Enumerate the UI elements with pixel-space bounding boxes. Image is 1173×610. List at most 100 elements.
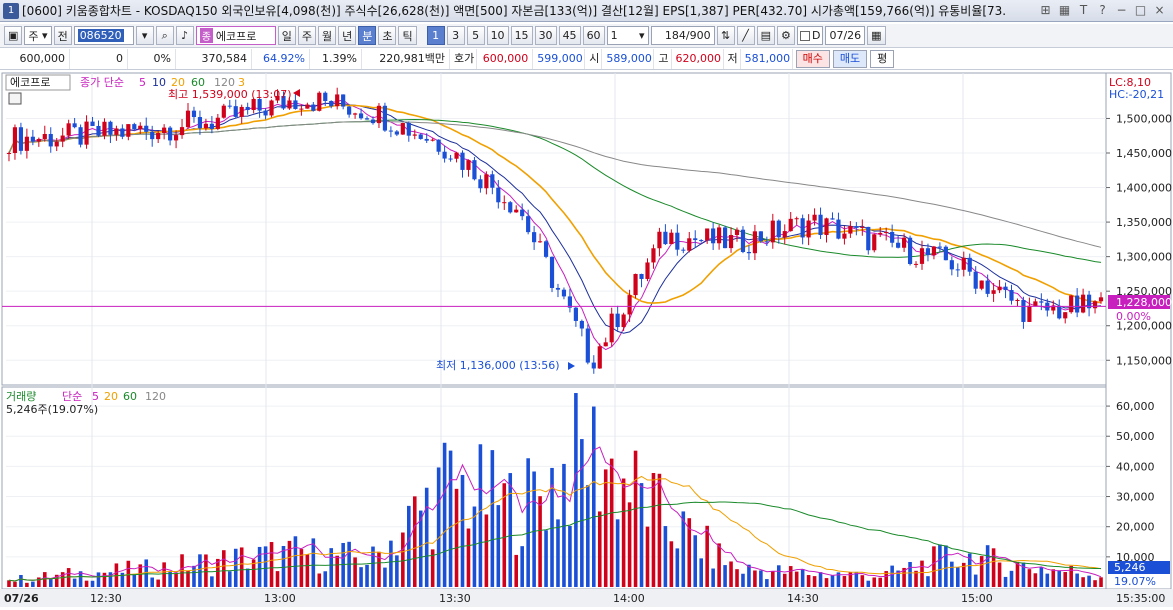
candle-body [239, 106, 244, 117]
font-icon[interactable]: T [1079, 3, 1088, 17]
ask-price: 600,000 [477, 49, 534, 69]
stock-code-input[interactable]: 086520 [73, 26, 134, 45]
zoom-icon[interactable]: ⇅ [716, 26, 735, 45]
sell-button[interactable]: 매도 [832, 50, 868, 68]
candle-body [269, 100, 274, 116]
candle-body [36, 139, 41, 142]
candle-body [693, 238, 698, 241]
link-icon[interactable]: ⊞ [1040, 3, 1051, 17]
candle-body [1039, 301, 1044, 303]
candle-body [537, 241, 543, 243]
chart-area[interactable]: 에코프로 종가 단순 5 10 20 60 120 3 LC:8,10 HC:-… [0, 71, 1173, 607]
volume-bar [305, 554, 310, 587]
candle-body [245, 106, 250, 111]
volume-bar [19, 575, 23, 587]
candle-body [191, 110, 197, 118]
volume-bar [54, 574, 59, 587]
volume-bar [669, 541, 674, 587]
search-icon[interactable]: ⌕ [155, 26, 174, 45]
price-tick-label: 1,450,000 [1116, 147, 1172, 160]
interval-30[interactable]: 30 [534, 26, 557, 45]
settings-square-icon[interactable]: ▣ [4, 26, 23, 45]
candle-body [150, 131, 155, 140]
maximize-icon[interactable]: □ [1134, 3, 1147, 17]
candle-body [275, 96, 280, 101]
candle-body [263, 110, 268, 116]
period-tick[interactable]: 틱 [398, 26, 417, 45]
time-tick-label: 13:00 [264, 592, 296, 605]
help-icon[interactable]: ? [1099, 3, 1106, 17]
candle-body [573, 307, 578, 321]
volume-bar [717, 543, 721, 587]
volume-bar [956, 567, 960, 587]
interval-15[interactable]: 15 [510, 26, 533, 45]
buy-button[interactable]: 매수 [795, 50, 830, 68]
period-week[interactable]: 주 [297, 26, 316, 45]
candle-body [991, 290, 996, 294]
interval-value-select[interactable]: 1 ▾ [606, 26, 649, 45]
chart-canvas[interactable]: 에코프로 종가 단순 5 10 20 60 120 3 LC:8,10 HC:-… [0, 71, 1173, 607]
calendar-icon[interactable]: ▦ [867, 26, 886, 45]
volume-legend-series: 단순 [62, 390, 82, 403]
volume-bar [586, 485, 590, 587]
code-dropdown-icon[interactable]: ▾ [135, 26, 154, 45]
volume-tick-label: 10,000 [1116, 551, 1155, 564]
bar-count-input[interactable]: 184/900 [650, 26, 715, 45]
type-select[interactable]: 주 ▾ [24, 26, 52, 45]
volume-bar [13, 581, 17, 587]
tile-icon[interactable]: ▦ [1058, 3, 1071, 17]
volume-bar [174, 573, 178, 587]
vol-legend-ma5: 5 [92, 390, 99, 403]
draw-line-icon[interactable]: ╱ [736, 26, 755, 45]
price-tick-label: 1,300,000 [1116, 251, 1172, 264]
volume-tick-label: 20,000 [1116, 521, 1155, 534]
period-year[interactable]: 년 [338, 26, 357, 45]
interval-10[interactable]: 10 [486, 26, 509, 45]
window-title-bar: 1 [0600] 키움종합차트 - KOSDAQ150 외국인보유[4,098(… [0, 0, 1173, 22]
avg-button[interactable]: 평 [870, 50, 895, 68]
time-tick-label: 07/26 [4, 592, 39, 605]
high-arrow-icon [293, 89, 300, 97]
date-checkbox[interactable]: D [796, 26, 824, 45]
volume-bar [412, 496, 417, 587]
legend-toggle-icon[interactable] [8, 92, 22, 105]
candle-body [949, 260, 954, 270]
candle-body [341, 94, 346, 107]
volume-bar [418, 510, 423, 587]
speaker-icon[interactable]: ♪ [175, 26, 194, 45]
minimize-icon[interactable]: − [1116, 3, 1127, 17]
prefix-button[interactable]: 전 [53, 26, 72, 45]
period-second[interactable]: 초 [378, 26, 397, 45]
volume-bar [227, 571, 232, 587]
candle-body [490, 174, 495, 188]
period-month[interactable]: 월 [317, 26, 337, 45]
interval-45[interactable]: 45 [558, 26, 581, 45]
volume-bar [663, 526, 668, 587]
interval-3[interactable]: 3 [446, 26, 465, 45]
low-price: 581,000 [741, 49, 793, 69]
interval-60[interactable]: 60 [582, 26, 605, 45]
candle-body [478, 179, 483, 189]
candle-body [329, 100, 334, 107]
volume-bar [932, 546, 936, 587]
date-input[interactable]: 07/26 [825, 26, 866, 45]
volume-bar [233, 548, 238, 587]
market-name[interactable]: 종 에코프로 [195, 26, 276, 45]
volume-bar [335, 555, 339, 587]
volume-bar [287, 540, 292, 587]
interval-5[interactable]: 5 [466, 26, 485, 45]
period-day[interactable]: 일 [277, 26, 296, 45]
price-panel[interactable] [1, 72, 1107, 386]
close-icon[interactable]: × [1154, 3, 1165, 17]
save-icon[interactable]: ▤ [756, 26, 775, 45]
bid-price: 599,000 [533, 49, 586, 69]
gear-icon[interactable]: ⚙ [776, 26, 795, 45]
x-axis-panel [0, 589, 1173, 607]
candle-body [788, 218, 793, 232]
period-minute[interactable]: 분 [358, 26, 377, 45]
candle-body [621, 314, 626, 328]
volume-bar [156, 579, 160, 587]
interval-1[interactable]: 1 [426, 26, 445, 45]
candle-body [442, 151, 447, 159]
candle-body [543, 241, 549, 257]
